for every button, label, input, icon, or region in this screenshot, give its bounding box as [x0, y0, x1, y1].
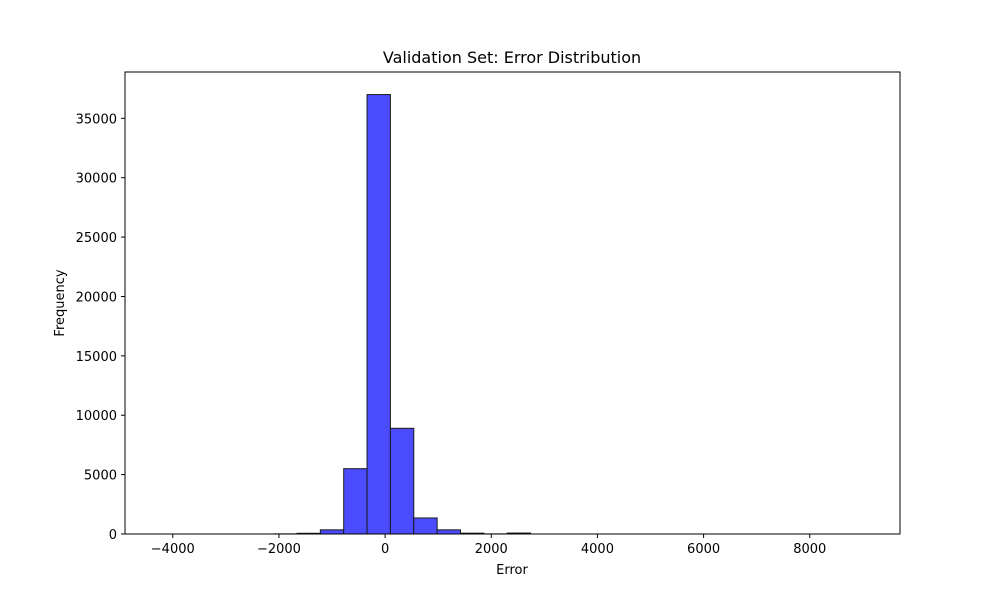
histogram-bar	[413, 517, 438, 535]
x-tick-label: 8000	[793, 542, 826, 557]
x-tick-label: 0	[381, 542, 389, 557]
histogram-bar	[436, 529, 461, 535]
y-tick-label: 0	[109, 528, 117, 543]
histogram-bar	[343, 468, 368, 535]
y-tick-label: 10000	[76, 409, 117, 424]
x-tick-label: 4000	[581, 542, 614, 557]
histogram-bar	[389, 427, 415, 535]
y-tick-label: 30000	[76, 172, 117, 187]
y-axis-ticks: 0 5000 10000 15000 20000 25000 30000 35000	[76, 112, 125, 543]
x-axis-ticks: −4000 −2000 0 2000 4000 6000 8000	[151, 534, 826, 557]
histogram-bar	[366, 94, 391, 535]
y-tick-label: 15000	[76, 350, 117, 365]
y-tick-label: 25000	[76, 231, 117, 246]
x-tick-label: −2000	[257, 542, 301, 557]
x-axis-label: Error	[496, 563, 528, 578]
x-tick-label: 2000	[475, 542, 508, 557]
plot-area-frame	[124, 71, 901, 535]
y-axis-label: Frequency	[53, 269, 68, 336]
y-tick-label: 20000	[76, 290, 117, 305]
chart-title: Validation Set: Error Distribution	[383, 48, 641, 67]
x-tick-label: 6000	[687, 542, 720, 557]
histogram-bar	[319, 529, 345, 535]
y-tick-label: 35000	[76, 112, 117, 127]
x-tick-label: −4000	[151, 542, 195, 557]
y-tick-label: 5000	[84, 469, 117, 484]
